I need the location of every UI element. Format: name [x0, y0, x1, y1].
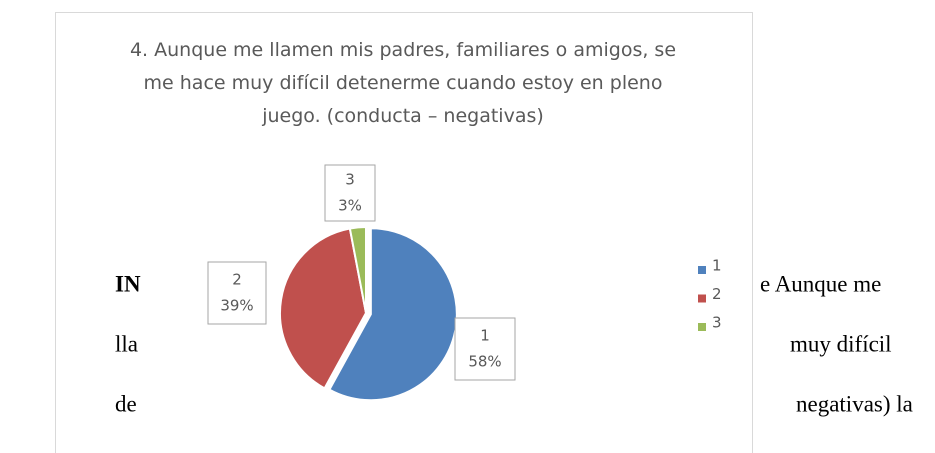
- legend-swatch: [698, 266, 706, 274]
- document-text: negativas) la: [796, 391, 913, 416]
- document-text: muy difícil: [790, 331, 892, 356]
- pie-slice: [348, 225, 367, 314]
- pie-slice: [328, 227, 458, 402]
- document-text: lla: [115, 331, 138, 356]
- data-label-box: [207, 261, 267, 325]
- legend-label: 2: [712, 285, 722, 303]
- document-text: e Aunque me: [760, 271, 881, 296]
- data-label-category: 1: [480, 327, 490, 345]
- data-label-box: [454, 317, 516, 381]
- legend-label: 1: [712, 257, 722, 275]
- legend-label: 3: [712, 314, 722, 332]
- document-text: de: [115, 391, 137, 416]
- data-label-value: 39%: [220, 297, 253, 315]
- data-label-value: 3%: [338, 197, 362, 215]
- data-label-category: 3: [345, 171, 355, 189]
- chart-title: 4. Aunque me llamen mis padres, familiar…: [129, 39, 677, 127]
- legend-swatch: [698, 323, 706, 331]
- legend-swatch: [698, 294, 706, 303]
- document-text: IN: [115, 271, 141, 296]
- data-label-category: 2: [232, 271, 242, 289]
- data-label-value: 58%: [468, 353, 501, 371]
- data-label-box: [324, 164, 376, 222]
- pie-slice: [279, 227, 368, 390]
